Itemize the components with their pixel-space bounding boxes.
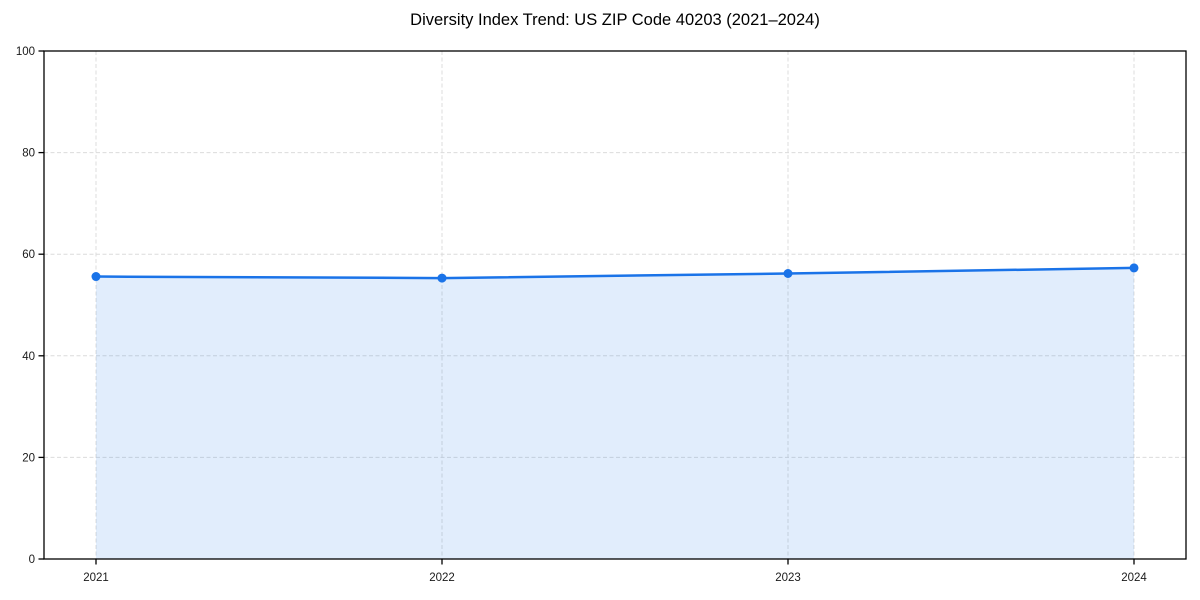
data-point-marker	[437, 273, 447, 283]
data-point-marker	[1129, 263, 1139, 273]
x-axis-tick-label: 2023	[775, 572, 801, 584]
y-axis-tick-label: 80	[22, 148, 35, 160]
y-axis-tick-label: 60	[22, 249, 35, 261]
y-axis-tick-label: 40	[22, 351, 35, 363]
area-fill	[96, 267, 1134, 559]
data-point-markers	[91, 263, 1139, 283]
x-axis-tick-label: 2021	[83, 572, 109, 584]
y-axis-tick-label: 0	[29, 554, 35, 566]
tick-labels: 0 20 40 60 80 100 2021 2022 2023 2024	[16, 46, 1148, 584]
series-line	[94, 266, 1136, 280]
series-area-fill	[96, 267, 1134, 559]
y-axis-tick-label: 100	[16, 46, 35, 58]
y-axis-tick-label: 20	[22, 452, 35, 464]
chart-title: Diversity Index Trend: US ZIP Code 40203…	[410, 11, 820, 29]
x-axis-tick-label: 2024	[1121, 572, 1147, 584]
plot-border	[43, 50, 1187, 560]
axes	[38, 50, 1187, 565]
data-point-marker	[783, 269, 793, 279]
x-axis-tick-label: 2022	[429, 572, 455, 584]
trend-line	[94, 266, 1136, 280]
data-point-marker	[91, 272, 101, 282]
